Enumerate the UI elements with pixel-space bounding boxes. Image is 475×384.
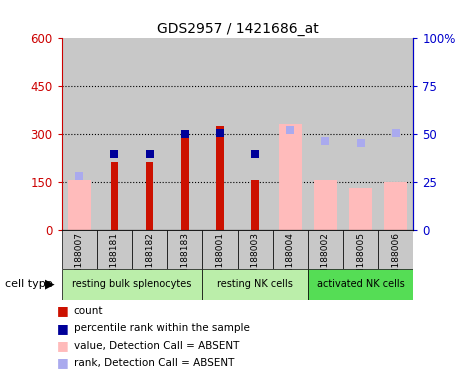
Text: GSM188006: GSM188006: [391, 232, 400, 287]
Text: count: count: [74, 306, 103, 316]
Bar: [216, 126, 224, 230]
Bar: [62, 38, 97, 230]
Text: GSM188004: GSM188004: [286, 232, 294, 287]
Text: GSM188181: GSM188181: [110, 232, 119, 287]
Text: value, Detection Call = ABSENT: value, Detection Call = ABSENT: [74, 341, 239, 351]
Bar: [167, 38, 202, 230]
Bar: [132, 38, 167, 230]
Bar: [251, 180, 259, 230]
Bar: [378, 38, 413, 230]
Text: ■: ■: [57, 305, 69, 318]
Bar: [349, 188, 372, 230]
Bar: [343, 38, 378, 230]
Bar: [132, 230, 167, 269]
Bar: [314, 180, 337, 230]
Bar: [62, 230, 97, 269]
Bar: [273, 38, 308, 230]
Text: resting NK cells: resting NK cells: [217, 279, 293, 289]
Bar: [308, 269, 413, 300]
Bar: [111, 162, 118, 230]
Bar: [202, 230, 238, 269]
Bar: [202, 38, 238, 230]
Bar: [273, 230, 308, 269]
Bar: [279, 124, 302, 230]
Text: GSM188002: GSM188002: [321, 232, 330, 287]
Bar: [378, 230, 413, 269]
Text: percentile rank within the sample: percentile rank within the sample: [74, 323, 249, 333]
Bar: [62, 269, 202, 300]
Bar: [68, 180, 91, 230]
Bar: [97, 230, 132, 269]
Text: GSM188005: GSM188005: [356, 232, 365, 287]
Bar: [202, 269, 308, 300]
Text: ■: ■: [57, 339, 69, 352]
Bar: [238, 230, 273, 269]
Bar: [97, 38, 132, 230]
Text: cell type: cell type: [5, 279, 52, 289]
Title: GDS2957 / 1421686_at: GDS2957 / 1421686_at: [157, 22, 318, 36]
Bar: [146, 162, 153, 230]
Text: activated NK cells: activated NK cells: [317, 279, 404, 289]
Text: rank, Detection Call = ABSENT: rank, Detection Call = ABSENT: [74, 358, 234, 368]
Text: GSM188003: GSM188003: [251, 232, 259, 287]
Bar: [343, 230, 378, 269]
Text: GSM188183: GSM188183: [180, 232, 189, 287]
Bar: [167, 230, 202, 269]
Bar: [308, 230, 343, 269]
Bar: [308, 38, 343, 230]
Text: GSM188007: GSM188007: [75, 232, 84, 287]
Text: resting bulk splenocytes: resting bulk splenocytes: [72, 279, 192, 289]
Text: ■: ■: [57, 356, 69, 369]
Text: GSM188001: GSM188001: [216, 232, 224, 287]
Bar: [384, 182, 407, 230]
Bar: [238, 38, 273, 230]
Text: ■: ■: [57, 322, 69, 335]
Text: GSM188182: GSM188182: [145, 232, 154, 287]
Text: ▶: ▶: [45, 278, 55, 291]
Bar: [181, 132, 189, 230]
